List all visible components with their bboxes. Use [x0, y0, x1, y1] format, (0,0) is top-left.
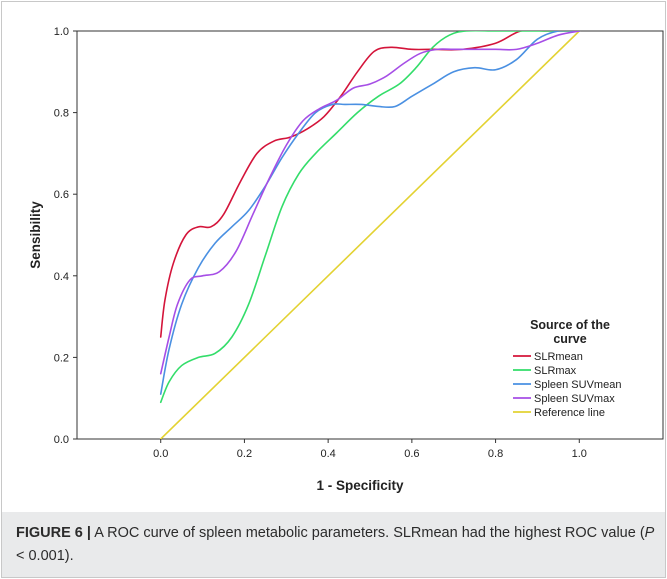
legend-label-spleen-suvmax: Spleen SUVmax	[534, 393, 615, 405]
legend-label-slrmax: SLRmax	[534, 365, 577, 377]
x-tick-label: 0.8	[488, 448, 503, 460]
y-tick-label: 1.0	[54, 26, 69, 38]
roc-chart: 0.0 0.2 0.4 0.6 0.8 1.0 0.0 0.2 0.4 0.6 0.8 1.0 1 …	[28, 26, 664, 493]
y-axis-label: Sensibility	[28, 201, 43, 269]
y-tick-label: 0.2	[54, 352, 69, 364]
caption-text: A ROC curve of spleen metabolic paramete…	[90, 525, 645, 541]
caption-band	[2, 512, 665, 577]
legend-title-line-2: curve	[553, 332, 586, 346]
figure-caption: FIGURE 6 | A ROC curve of spleen metabol…	[16, 522, 656, 568]
y-tick-label: 0.4	[54, 271, 69, 283]
legend-label-reference-line: Reference line	[534, 407, 605, 419]
x-tick-label: 0.0	[153, 448, 168, 460]
series-line-spleen-suvmean	[159, 31, 581, 395]
x-tick-label: 0.6	[404, 448, 419, 460]
caption-p-value: < 0.001).	[16, 548, 74, 564]
x-axis-label: 1 - Specificity	[316, 478, 404, 493]
legend: Source of the curve SLRmean SLRmax Spleen …	[513, 318, 621, 419]
legend-label-spleen-suvmean: Spleen SUVmean	[534, 379, 621, 391]
chart-panel: 0.0 0.2 0.4 0.6 0.8 1.0 0.0 0.2 0.4 0.6 0.8 1.0 1 …	[2, 2, 665, 512]
series-layer	[159, 31, 581, 439]
x-axis: 0.0 0.2 0.4 0.6 0.8 1.0	[153, 439, 587, 460]
y-axis: 0.0 0.2 0.4 0.6 0.8 1.0	[54, 26, 77, 446]
x-tick-label: 0.4	[320, 448, 335, 460]
y-tick-label: 0.6	[54, 189, 69, 201]
legend-title-line-1: Source of the	[530, 318, 610, 332]
series-line-spleen-suvmax	[159, 31, 581, 375]
figure-label: FIGURE 6 |	[16, 525, 91, 541]
series-line-slrmax	[159, 31, 581, 404]
y-tick-label: 0.8	[54, 108, 69, 120]
x-tick-label: 1.0	[572, 448, 587, 460]
x-tick-label: 0.2	[237, 448, 252, 460]
caption-p-symbol: P	[644, 525, 655, 541]
legend-label-slrmean: SLRmean	[534, 351, 583, 363]
series-line-reference-line	[159, 31, 581, 439]
y-tick-label: 0.0	[54, 434, 69, 446]
